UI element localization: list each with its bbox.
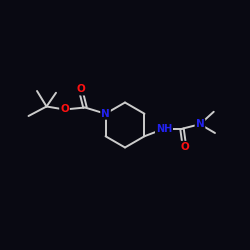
Text: N: N (196, 119, 204, 129)
Text: NH: NH (156, 124, 172, 134)
Text: O: O (180, 142, 189, 152)
Text: O: O (60, 104, 69, 115)
Text: O: O (76, 84, 85, 94)
Text: N: N (101, 109, 110, 119)
